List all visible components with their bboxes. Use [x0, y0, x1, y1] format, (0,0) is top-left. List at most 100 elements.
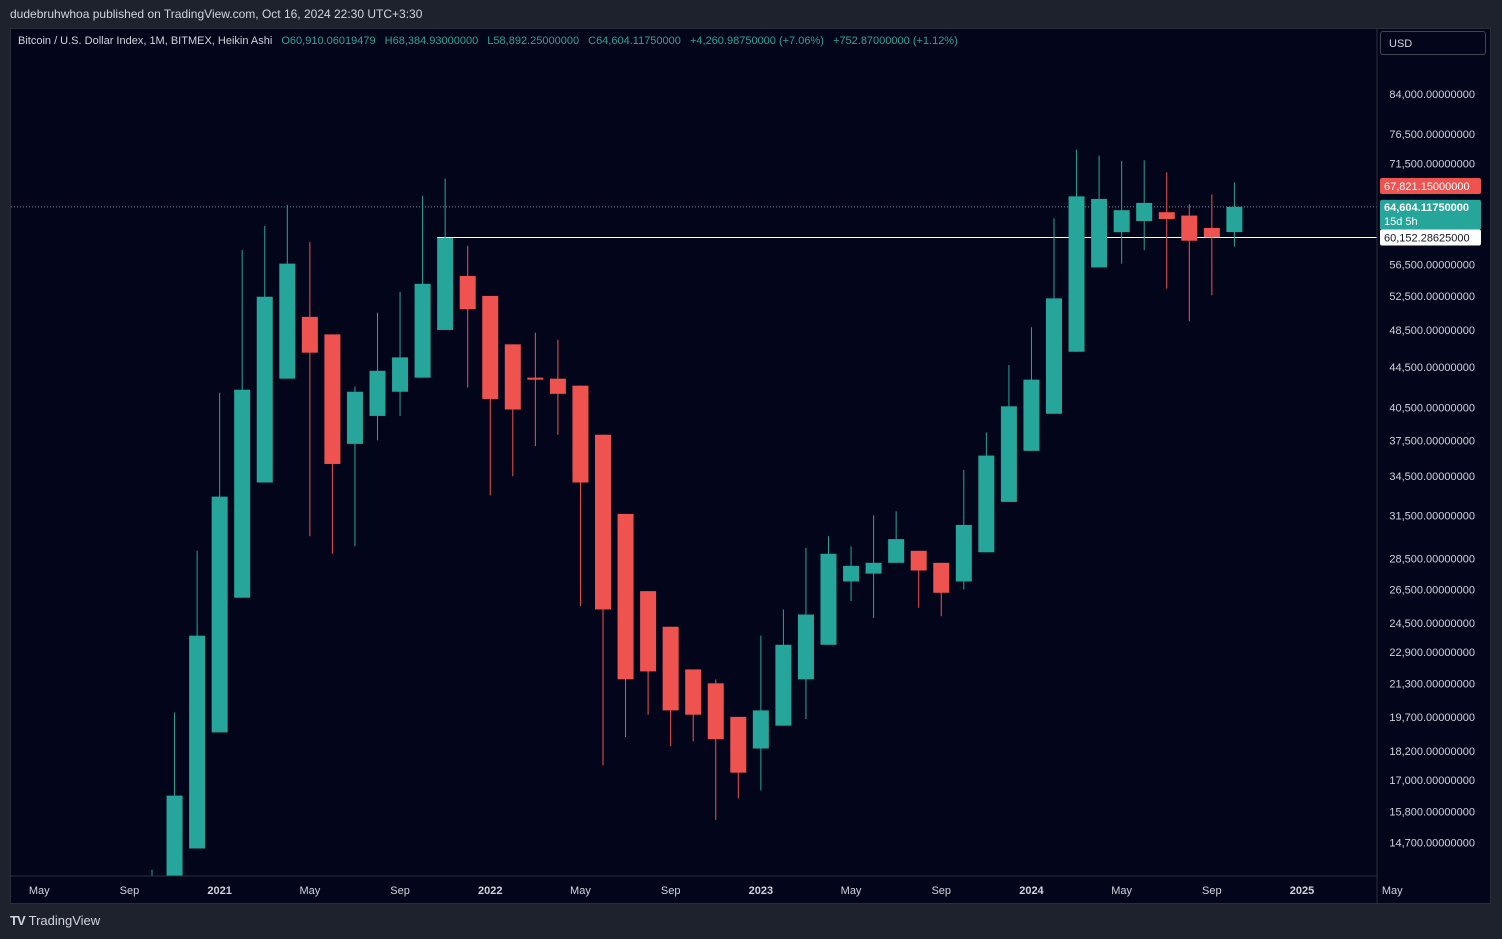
candle-body: [459, 275, 476, 310]
legend-low: L58,892.25000000: [487, 35, 580, 47]
candle: [1023, 327, 1040, 451]
candle: [843, 546, 860, 602]
candle-body: [820, 553, 837, 645]
candle: [662, 626, 679, 747]
candle-body: [843, 565, 860, 582]
top-bar: dudebruhwhoa published on TradingView.co…: [0, 0, 1502, 28]
candle-body: [211, 496, 228, 733]
candle-body: [1158, 212, 1175, 219]
time-tick-label: Sep: [390, 885, 410, 897]
candle: [211, 392, 228, 733]
candle-body: [640, 591, 657, 672]
candle: [301, 242, 318, 537]
candle: [1136, 160, 1153, 251]
candle-body: [1203, 227, 1220, 238]
candle-body: [730, 716, 747, 773]
candle-body: [1226, 206, 1243, 233]
candle-body: [1023, 379, 1040, 451]
candle-body: [662, 626, 679, 711]
candle: [1203, 194, 1220, 296]
tradingview-logo-icon: TV: [10, 913, 26, 928]
candle: [752, 635, 769, 791]
ohlc-legend: Bitcoin / U.S. Dollar Index, 1M, BITMEX,…: [18, 35, 958, 47]
candle: [933, 562, 950, 617]
candle-body: [752, 710, 769, 749]
time-tick-label: 2023: [749, 885, 773, 897]
candle-body: [189, 635, 206, 849]
candle: [888, 511, 905, 563]
price-tick-label: 22,900.00000000: [1389, 647, 1475, 659]
time-tick-label: Sep: [931, 885, 951, 897]
price-tick-label: 37,500.00000000: [1389, 435, 1475, 447]
legend-close: C64,604.11750000: [588, 35, 681, 47]
symbol-title[interactable]: Bitcoin / U.S. Dollar Index, 1M, BITMEX,…: [18, 35, 273, 47]
time-tick-label: 2025: [1290, 885, 1314, 897]
publish-credit: dudebruhwhoa published on TradingView.co…: [10, 7, 423, 21]
candle: [189, 550, 206, 849]
candle-body: [1181, 215, 1198, 241]
horizontal-level-label-bg: [1380, 229, 1481, 246]
countdown-label: 15d 5h: [1384, 216, 1418, 228]
time-tick-label: Sep: [120, 885, 140, 897]
candle-body: [414, 283, 431, 378]
candle: [414, 195, 431, 378]
price-tick-label: 31,500.00000000: [1389, 510, 1475, 522]
candle-body: [910, 550, 927, 571]
candle: [166, 712, 183, 876]
candle: [1226, 182, 1243, 247]
candle-body: [707, 683, 724, 740]
candle-body: [1136, 202, 1153, 222]
high-price-marker: 67,821.15000000: [1384, 181, 1470, 193]
candle: [865, 515, 882, 618]
candle-body: [392, 357, 409, 392]
candle: [1158, 172, 1175, 289]
price-tick-label: 24,500.00000000: [1389, 618, 1475, 630]
candle: [527, 332, 544, 447]
candle: [256, 225, 273, 483]
tradingview-logo[interactable]: TV TradingView: [10, 913, 100, 928]
candle: [910, 550, 927, 608]
price-tick-label: 84,000.00000000: [1389, 89, 1475, 101]
footer-bar: TV TradingView: [0, 904, 1502, 939]
candle: [955, 470, 972, 590]
candle-body: [1068, 196, 1085, 352]
price-tick-label: 28,500.00000000: [1389, 553, 1475, 565]
price-tick-label: 21,300.00000000: [1389, 678, 1475, 690]
price-tick-label: 52,500.00000000: [1389, 291, 1475, 303]
legend-open: O60,910.06019479: [281, 35, 376, 47]
candle-body: [1113, 210, 1130, 233]
candle: [640, 591, 657, 715]
price-tick-label: 17,000.00000000: [1389, 775, 1475, 787]
candle: [1046, 218, 1062, 414]
candle: [595, 434, 611, 766]
candle: [1113, 160, 1130, 264]
time-tick-label: 2021: [207, 885, 231, 897]
candle-body: [324, 334, 341, 464]
horizontal-level-label: 60,152.28625000: [1384, 232, 1470, 244]
time-tick-label: 2024: [1019, 885, 1044, 897]
candle: [685, 669, 702, 742]
brand-name: TradingView: [28, 913, 101, 928]
time-tick-label: May: [841, 885, 862, 897]
candle: [234, 250, 251, 598]
candle: [572, 385, 589, 607]
currency-button[interactable]: USD: [1380, 31, 1486, 55]
candle: [775, 609, 792, 726]
candle-body: [595, 434, 611, 610]
candle: [730, 716, 747, 799]
price-tick-label: 15,800.00000000: [1389, 807, 1475, 819]
candle-body: [527, 377, 544, 380]
candle-body: [301, 316, 318, 353]
time-tick-label: May: [29, 885, 50, 897]
candle: [1091, 155, 1108, 268]
candle-body: [617, 513, 634, 680]
price-tick-label: 44,500.00000000: [1389, 362, 1475, 374]
candle-body: [955, 524, 972, 582]
high-price-marker-bg: [1380, 177, 1481, 194]
legend-change: +4,260.98750000 (+7.06%): [689, 35, 824, 47]
candle: [324, 334, 341, 554]
candle-body: [504, 344, 521, 410]
candle-body: [775, 644, 792, 726]
price-tick-label: 71,500.00000000: [1389, 158, 1475, 170]
